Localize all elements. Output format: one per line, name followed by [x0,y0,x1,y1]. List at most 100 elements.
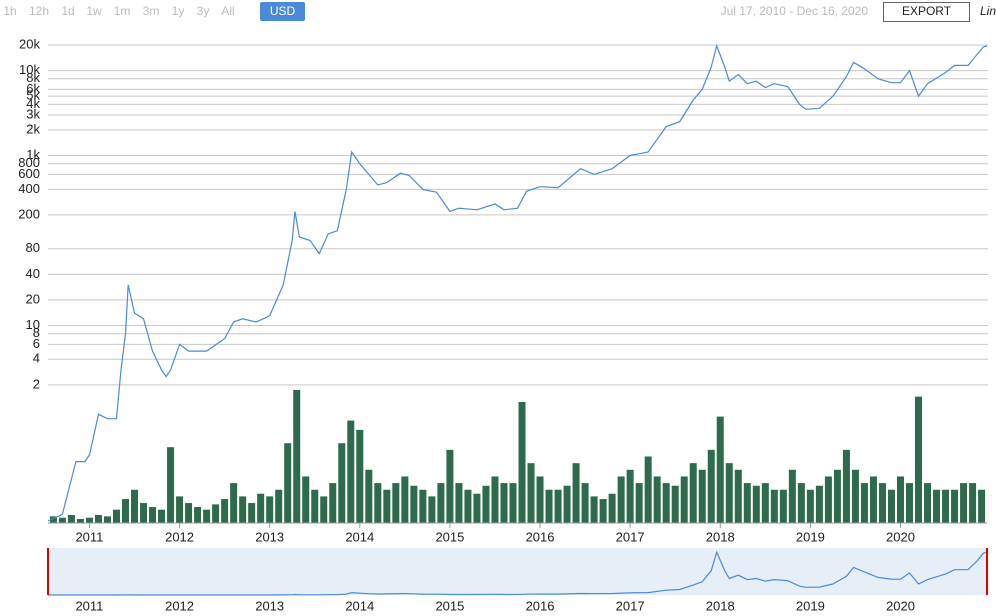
volume-bar [167,447,175,523]
y-tick-label: 3k [26,106,40,121]
volume-bar [906,483,914,523]
navigator-handle[interactable] [986,548,988,595]
x-tick-label: 2011 [75,529,103,544]
volume-bar [257,493,265,523]
volume-bar [572,463,580,523]
navigator-x-label: 2015 [435,598,464,613]
volume-bar [176,496,184,523]
y-tick-label: 5k [26,88,40,103]
volume-bar [978,489,986,523]
volume-bar [626,469,634,523]
volume-bar [302,476,310,523]
volume-bar [203,509,211,523]
navigator-x-label: 2018 [706,598,735,613]
y-tick-label: 10k [19,62,40,77]
navigator-handle[interactable] [47,548,49,595]
volume-bar [221,499,229,523]
currency-button[interactable] [260,2,305,21]
volume-bar [67,515,75,523]
volume-bar [969,483,977,523]
volume-bar [590,496,598,523]
volume-bar [869,476,877,523]
volume-bar [149,507,157,523]
volume-bar [554,489,562,523]
volume-bar [851,469,859,523]
volume-bar [752,485,760,523]
x-tick-label: 2018 [706,529,735,544]
volume-bar [239,496,247,523]
volume-bar [293,390,301,523]
range-button[interactable]: 1w [86,4,102,18]
scale-toggle[interactable]: Lin [980,4,996,18]
volume-bar [185,503,193,523]
range-button[interactable]: 1h [3,4,16,18]
navigator[interactable] [48,548,987,595]
y-tick-label: 8 [33,325,40,340]
x-tick-label: 2016 [526,529,555,544]
volume-bar [455,483,463,523]
volume-bar [329,483,337,523]
range-button[interactable]: 3y [197,4,210,18]
volume-bar [500,483,508,523]
volume-bar [716,416,724,523]
volume-bar [491,476,499,523]
volume-bar [518,401,526,523]
volume-bar [392,483,400,523]
navigator-x-label: 2014 [345,598,374,613]
y-tick-label: 4k [26,96,40,111]
volume-bar [428,496,436,523]
navigator-x-label: 2020 [886,598,915,613]
range-button[interactable]: 1d [61,4,74,18]
volume-bar [536,476,544,523]
range-button[interactable]: 1m [114,4,131,18]
x-tick-label: 2014 [345,529,374,544]
y-tick-label: 600 [18,166,40,181]
volume-bar [761,483,769,523]
volume-bar [365,469,373,523]
volume-bar [581,483,589,523]
y-tick-label: 2 [33,376,40,391]
range-button[interactable]: 12h [29,4,49,18]
volume-bar [545,489,553,523]
volume-bar [194,507,202,523]
currency-label[interactable]: USD [270,4,296,18]
export-label[interactable]: EXPORT [902,4,952,18]
navigator-x-label: 2011 [75,598,103,613]
volume-bar [617,476,625,523]
volume-bar [410,485,418,523]
volume-bar [933,489,941,523]
volume-bar [284,443,292,523]
volume-bar [653,476,661,523]
price-line [47,43,988,522]
y-tick-label: 800 [18,155,40,170]
volume-bar [924,483,932,523]
x-tick-label: 2020 [886,529,915,544]
volume-bar [140,503,148,523]
volume-bar [58,517,66,523]
range-button[interactable]: 3m [143,4,160,18]
navigator-x-label: 2013 [255,598,284,613]
volume-bar [437,483,445,523]
export-button[interactable] [883,2,970,22]
volume-bar [815,485,823,523]
volume-bar [671,485,679,523]
y-tick-label: 1k [26,147,40,162]
volume-bar [770,489,778,523]
range-button[interactable]: All [221,4,234,18]
volume-bar [320,496,328,523]
range-button[interactable]: 1y [172,4,185,18]
volume-bar [734,469,742,523]
volume-bar [419,489,427,523]
volume-bar [374,483,382,523]
y-tick-label: 40 [26,266,40,281]
volume-bar [482,485,490,523]
volume-bar [49,516,57,523]
volume-bar [158,509,166,523]
volume-bar [338,443,346,523]
y-tick-label: 200 [18,206,40,221]
volume-bar [212,504,220,523]
volume-bar [275,489,283,523]
volume-bar [94,515,102,523]
